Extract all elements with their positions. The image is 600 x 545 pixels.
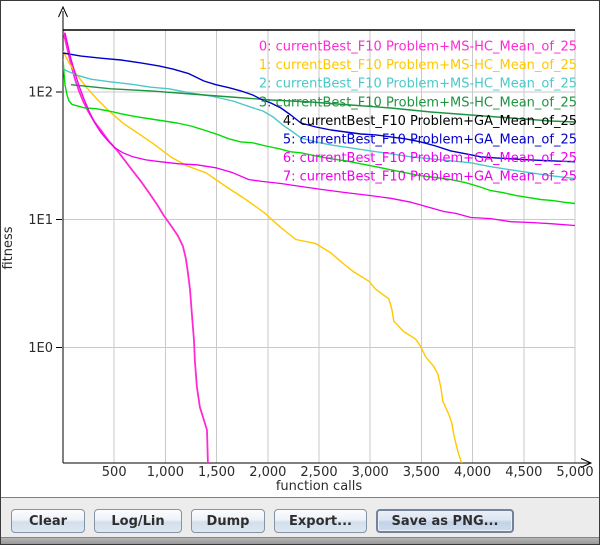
x-axis-label: function calls — [276, 479, 363, 494]
x-tick-label: 3,500 — [403, 465, 440, 480]
toolbar: Clear Log/Lin Dump Export... Save as PNG… — [1, 497, 599, 537]
x-tick-label: 1,500 — [198, 465, 235, 480]
legend-item-6: 6: currentBest_F10 Problem+GA_Mean_of_25 — [283, 151, 577, 166]
axes-layer: 1E2 1E1 1E0 500 1,000 1,500 2,000 2,500 3,000 3,5… — [28, 5, 594, 480]
plot-canvas: 1E2 1E1 1E0 500 1,000 1,500 2,000 2,500 3,000 3,5… — [1, 5, 594, 494]
x-tick-label: 4,500 — [505, 465, 542, 480]
series-line-7 — [64, 32, 576, 227]
grid-layer — [63, 30, 576, 463]
series-line-6 — [63, 59, 576, 205]
series-layer — [63, 29, 576, 463]
plot-area: 1E2 1E1 1E0 500 1,000 1,500 2,000 2,500 3,000 3,5… — [1, 1, 599, 497]
legend-item-3: 3: currentBest_F10 Problem+MS-HC_Mean_of… — [259, 95, 577, 110]
window-bottom-strip — [1, 537, 599, 544]
x-tick-label: 500 — [102, 465, 127, 480]
x-tick-label: 2,000 — [249, 465, 286, 480]
save-as-png-button[interactable]: Save as PNG... — [376, 509, 514, 533]
x-axis-arrow-icon — [580, 458, 593, 468]
x-tick-label: 5,000 — [556, 465, 593, 480]
x-tick-label: 4,000 — [454, 465, 491, 480]
legend: 0: currentBest_F10 Problem+MS-HC_Mean_of… — [259, 40, 577, 185]
legend-item-0: 0: currentBest_F10 Problem+MS-HC_Mean_of… — [259, 40, 577, 55]
y-tick-label: 1E2 — [28, 86, 53, 101]
y-axis-arrow-icon — [58, 5, 68, 18]
legend-item-2: 2: currentBest_F10 Problem+MS-HC_Mean_of… — [259, 77, 577, 92]
legend-item-1: 1: currentBest_F10 Problem+MS-HC_Mean_of… — [259, 58, 577, 73]
series-line-0 — [63, 30, 209, 463]
log-lin-button[interactable]: Log/Lin — [94, 509, 182, 533]
y-axis-label: fitness — [1, 226, 16, 269]
export-button[interactable]: Export... — [274, 509, 367, 533]
legend-item-5: 5: currentBest_F10 Problem+GA_Mean_of_25 — [283, 133, 577, 148]
clear-button[interactable]: Clear — [11, 509, 85, 533]
dump-button[interactable]: Dump — [191, 509, 265, 533]
x-tick-label: 3,000 — [352, 465, 389, 480]
x-tick-label: 1,000 — [147, 465, 184, 480]
series-line-1 — [63, 50, 463, 463]
x-tick-label: 2,500 — [300, 465, 337, 480]
legend-item-4: 4: currentBest_F10 Problem+GA_Mean_of_25 — [283, 114, 577, 129]
series-line-5 — [63, 52, 576, 163]
legend-item-7: 7: currentBest_F10 Problem+GA_Mean_of_25 — [283, 170, 577, 185]
y-tick-label: 1E1 — [28, 213, 53, 228]
series-line-3 — [70, 84, 576, 123]
y-tick-label: 1E0 — [28, 341, 53, 356]
series-line-2 — [63, 68, 576, 180]
